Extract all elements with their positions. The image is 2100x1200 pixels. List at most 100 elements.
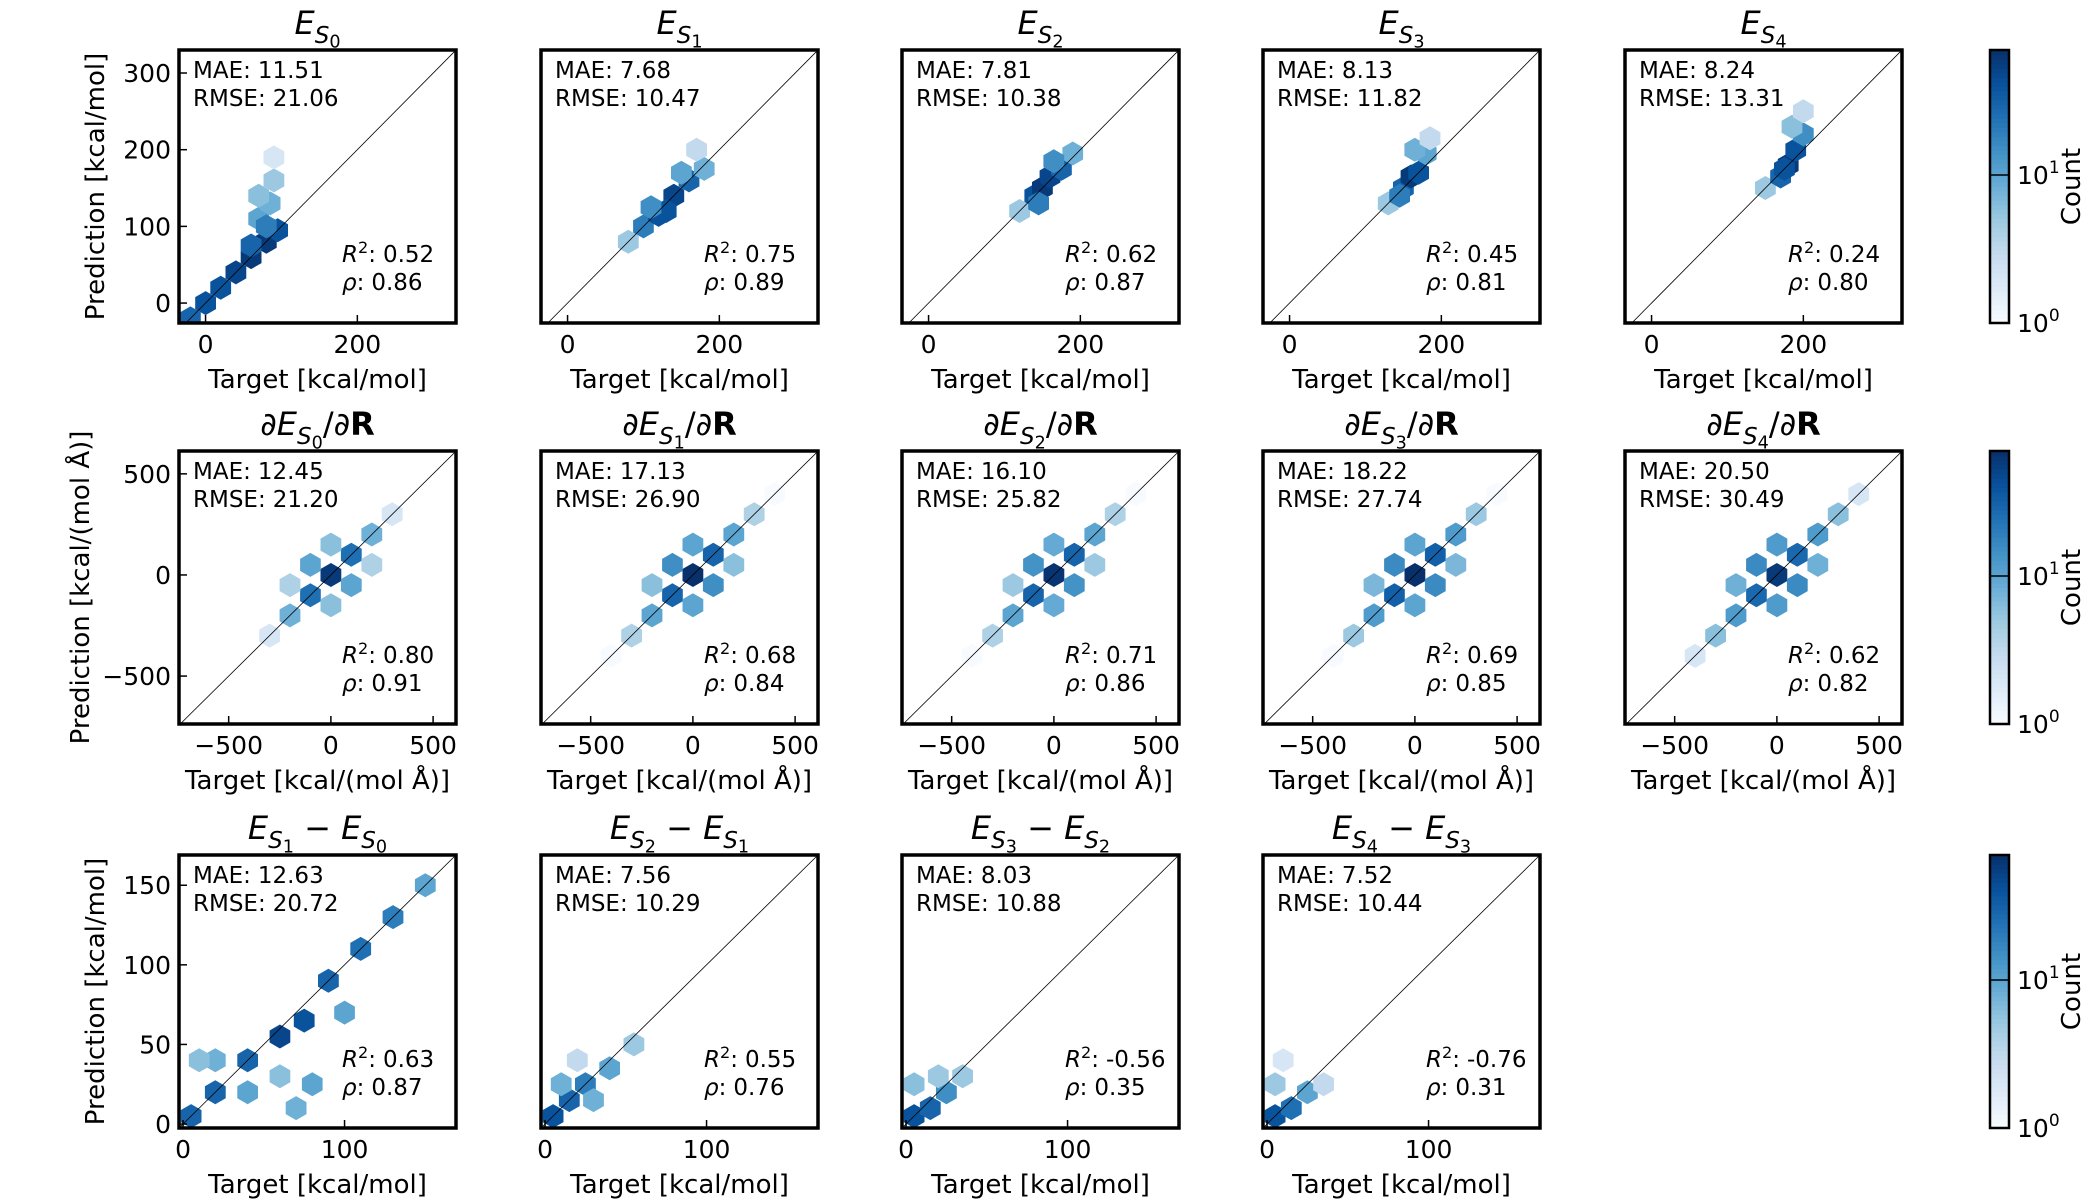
colorbar-step xyxy=(1990,154,2009,160)
text-part: : xyxy=(368,1047,376,1073)
text-part: ∂ xyxy=(983,405,1000,443)
text-part: /∂ xyxy=(685,405,712,443)
hex-bin xyxy=(320,532,342,557)
colorbar-step xyxy=(1990,272,2009,278)
colorbar-step xyxy=(1990,460,2009,466)
colorbar-step xyxy=(1990,1041,2009,1047)
text-part: S xyxy=(1399,23,1414,49)
colorbar-step xyxy=(1990,451,2009,457)
stat-text: R2: 0.55 xyxy=(704,1043,796,1073)
hex-bin xyxy=(180,306,201,323)
stat-text: ρ: 0.76 xyxy=(704,1075,785,1101)
text-part: R xyxy=(1434,405,1459,443)
colorbar-step xyxy=(1990,77,2009,83)
colorbar-step xyxy=(1990,136,2009,142)
text-part: : xyxy=(1803,671,1811,697)
colorbar-step xyxy=(1990,528,2009,534)
frame xyxy=(539,48,820,325)
colorbar-step xyxy=(1990,1068,2009,1074)
hex-bin xyxy=(623,1032,645,1057)
x-tick-label: 100 xyxy=(1044,1135,1092,1164)
hex-bin xyxy=(641,573,663,598)
hex-bin xyxy=(263,168,285,193)
text-part: 2 xyxy=(645,837,656,857)
colorbar-step xyxy=(1990,605,2009,611)
y-tick-label: 0 xyxy=(155,561,171,590)
panel-title: ∂ES0/∂R xyxy=(260,405,375,453)
stat-value: 0.85 xyxy=(1455,671,1506,697)
hex-bin xyxy=(952,1064,973,1089)
text-part: MAE: xyxy=(193,58,251,84)
stat-value: 27.74 xyxy=(1357,487,1423,513)
tick-exp: 0 xyxy=(2049,707,2060,727)
stat-text: MAE: 12.45 xyxy=(193,459,324,485)
colorbar-step xyxy=(1990,309,2009,315)
colorbar-step xyxy=(1990,868,2009,874)
colorbar-step xyxy=(1990,927,2009,933)
stat-text: RMSE: 13.31 xyxy=(1639,86,1785,112)
text-part: 2 xyxy=(1804,639,1814,658)
text-part: : xyxy=(1452,242,1460,268)
hex-bin xyxy=(1424,573,1446,598)
colorbar-step xyxy=(1990,1018,2009,1024)
identity-line xyxy=(902,855,1179,1128)
colorbar-step xyxy=(1990,1059,2009,1065)
text-part: 2 xyxy=(1081,639,1091,658)
identity-line xyxy=(541,451,818,724)
colorbar-step xyxy=(1990,882,2009,888)
text-part: ∂ xyxy=(1706,405,1723,443)
hex-bin xyxy=(1063,573,1085,598)
colorbar-step xyxy=(1990,710,2009,716)
stat-value: 18.22 xyxy=(1342,459,1408,485)
colorbar-step xyxy=(1990,623,2009,629)
hex-bin xyxy=(361,552,383,577)
colorbar-step xyxy=(1990,1114,2009,1120)
text-part: : xyxy=(1803,270,1811,296)
y-tick-label: 200 xyxy=(123,136,171,165)
x-axis-label: Target [kcal/mol] xyxy=(1291,365,1511,395)
colorbar-step xyxy=(1990,250,2009,256)
text-part: RMSE: xyxy=(193,86,266,112)
colorbar-step xyxy=(1990,523,2009,529)
panel: −500 0 500 −500 0 500 Target [kcal/(mol Å)] Pre… xyxy=(64,405,458,796)
text-part: : xyxy=(1814,242,1822,268)
x-tick-label: 500 xyxy=(1132,731,1180,760)
text-part: RMSE: xyxy=(1639,487,1712,513)
text-part: 1 xyxy=(674,433,685,453)
hexbin-layer xyxy=(1263,451,1540,724)
tick-base: 10 xyxy=(2017,1114,2049,1143)
hex-bin xyxy=(1062,141,1084,166)
colorbar-step xyxy=(1990,1027,2009,1033)
colorbar-step xyxy=(1990,673,2009,679)
identity-line xyxy=(1269,50,1540,323)
stat-text: R2: 0.68 xyxy=(704,639,796,669)
colorbar-step xyxy=(1990,859,2009,865)
colorbar-step xyxy=(1990,464,2009,470)
colorbar-step xyxy=(1990,683,2009,689)
text-part: : xyxy=(719,1075,727,1101)
hexbin-layer xyxy=(547,50,818,323)
text-part: R xyxy=(704,242,720,268)
stat-text: RMSE: 10.29 xyxy=(555,891,701,917)
identity-line xyxy=(1263,855,1540,1128)
text-part: /∂ xyxy=(1407,405,1434,443)
x-tick-label: 100 xyxy=(321,1135,369,1164)
colorbar-step xyxy=(1990,955,2009,961)
stat-text: R2: 0.75 xyxy=(704,238,796,268)
text-part: : xyxy=(730,643,738,669)
stat-text: ρ: 0.35 xyxy=(1065,1075,1146,1101)
hex-bin xyxy=(1313,1072,1334,1097)
hex-bin xyxy=(334,1000,355,1025)
stat-text: MAE: 11.51 xyxy=(193,58,324,84)
colorbar-step xyxy=(1990,313,2009,319)
hex-bin xyxy=(255,214,277,239)
hex-bin xyxy=(566,1048,588,1073)
x-tick-label: 0 xyxy=(685,731,701,760)
stat-value: 0.82 xyxy=(1817,671,1868,697)
stat-value: 0.69 xyxy=(1467,643,1518,669)
stat-text: ρ: 0.80 xyxy=(1788,270,1869,296)
stat-text: RMSE: 10.88 xyxy=(916,891,1062,917)
stat-text: RMSE: 11.82 xyxy=(1277,86,1423,112)
text-part: ρ xyxy=(1426,270,1441,296)
